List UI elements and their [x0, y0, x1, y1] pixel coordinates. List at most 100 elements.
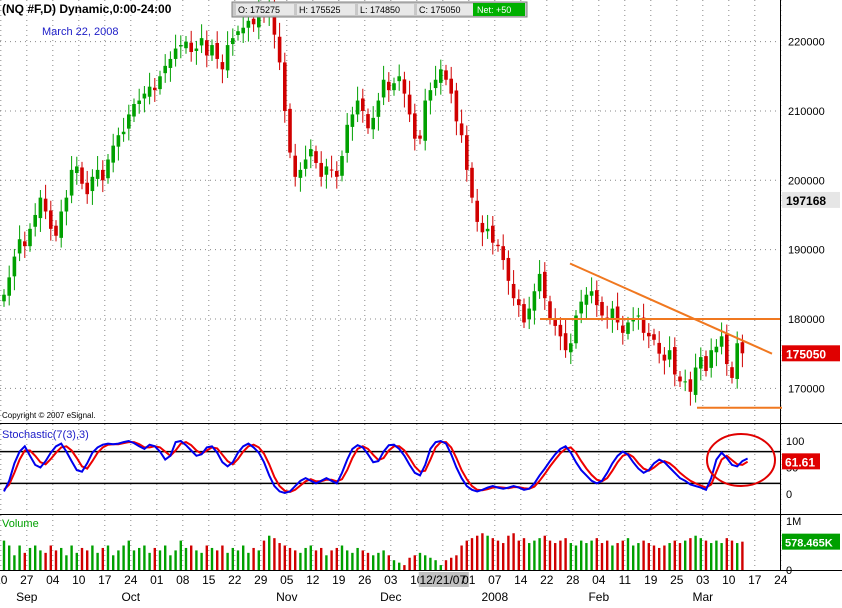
- net-value: Net: +50: [477, 5, 511, 15]
- candle-body: [548, 301, 552, 319]
- volume-bar: [372, 555, 375, 570]
- candle-body: [589, 291, 594, 296]
- volume-bar: [96, 552, 99, 570]
- volume-bar: [49, 545, 52, 570]
- x-month-label: Sep: [16, 590, 38, 603]
- candle-body: [730, 367, 734, 378]
- volume-bar: [39, 550, 42, 570]
- volume-bar: [450, 557, 453, 570]
- volume-bar: [465, 540, 468, 570]
- volume-bar: [60, 547, 63, 570]
- candle-body: [418, 135, 422, 139]
- x-tick-label: 04: [592, 573, 606, 587]
- price-tick-label: 190000: [788, 245, 825, 257]
- volume-bar: [361, 550, 364, 570]
- volume-bar: [663, 545, 666, 570]
- volume-bar: [668, 543, 671, 570]
- candle-body: [85, 182, 89, 195]
- volume-bar: [559, 540, 562, 570]
- x-axis-labels: 20 27 04 10 17 24 01 08 15 22 29 05 12 19 26 03 10 12/21/…: [0, 572, 788, 604]
- marker-badge: [782, 191, 840, 208]
- volume-bar: [491, 538, 494, 570]
- volume-bar: [470, 538, 474, 570]
- candle-body: [127, 114, 131, 129]
- candle-body: [667, 350, 672, 360]
- candle-body: [725, 334, 729, 365]
- candle-body: [657, 342, 661, 354]
- x-month-label: 2008: [481, 590, 508, 603]
- volume-bar: [725, 538, 728, 570]
- candle-body: [12, 256, 17, 277]
- candle-body: [652, 334, 656, 340]
- candle-body: [709, 350, 713, 368]
- candle-body: [49, 210, 53, 229]
- candle-body: [194, 48, 199, 51]
- volume-bar: [392, 560, 396, 570]
- x-month-label: Nov: [276, 590, 297, 603]
- low-value: L: 174850: [360, 5, 400, 15]
- x-tick-label: 04: [46, 573, 60, 587]
- candle-body: [163, 65, 167, 74]
- stoch-k-line: [3, 439, 749, 494]
- volume-bar: [200, 552, 203, 570]
- x-tick-label: 22: [228, 573, 242, 587]
- candle-body: [428, 90, 433, 101]
- volume-bar: [158, 550, 162, 570]
- volume-bar: [13, 555, 16, 570]
- candle-body: [38, 197, 43, 219]
- volume-bar: [704, 540, 708, 570]
- volume-bar: [44, 552, 47, 570]
- x-tick-label: 24: [774, 573, 788, 587]
- y-axis-labels: 170000 180000 190000 200000 210000 220000 1971…: [782, 37, 840, 577]
- candle-body: [631, 318, 635, 322]
- volume-series: [2, 533, 744, 570]
- volume-bar: [252, 547, 255, 570]
- candle-body: [595, 290, 599, 306]
- candle-body: [475, 200, 479, 222]
- symbol-title: (NQ #F,D) Dynamic,0:00-24:00: [2, 2, 172, 16]
- candle-body: [314, 151, 318, 163]
- volume-bar: [179, 540, 182, 570]
- volume-bar: [283, 545, 286, 570]
- candle-body: [241, 27, 245, 34]
- candle-body: [17, 239, 22, 254]
- highlight-ellipse: [706, 433, 776, 487]
- volume-bar: [299, 552, 302, 570]
- candle-body: [132, 104, 136, 117]
- x-tick-label: 03: [384, 573, 398, 587]
- volume-bar: [143, 545, 146, 570]
- volume-bar: [226, 552, 229, 570]
- volume-bar: [522, 538, 526, 570]
- volume-bar: [340, 545, 344, 570]
- x-month-label: Mar: [692, 590, 713, 603]
- volume-bar: [210, 547, 214, 570]
- volume-bar: [106, 545, 110, 570]
- volume-bar: [689, 538, 692, 570]
- volume-bar: [658, 547, 661, 570]
- date-label: March 22, 2008: [42, 26, 118, 38]
- candle-body: [392, 83, 396, 91]
- candle-body: [147, 86, 152, 97]
- candle-body: [173, 48, 178, 59]
- volume-bar: [528, 543, 531, 570]
- x-tick-label: 26: [358, 573, 372, 587]
- candle-body: [381, 79, 386, 98]
- candle-body: [54, 225, 58, 236]
- candle-body: [246, 20, 251, 28]
- candle-body: [662, 354, 667, 361]
- volume-bar: [65, 555, 68, 570]
- x-tick-label: 12/21/07: [419, 573, 466, 587]
- volume-bar: [205, 545, 208, 570]
- candle-body: [563, 333, 568, 351]
- candle-body: [740, 342, 745, 354]
- candle-body: [142, 93, 147, 99]
- volume-bar: [112, 555, 115, 570]
- candle-body: [517, 299, 521, 306]
- candle-body: [298, 169, 303, 178]
- volume-bar: [356, 547, 359, 570]
- volume-bar: [418, 552, 422, 570]
- volume-last-badge: [782, 533, 840, 550]
- candle-body: [465, 135, 469, 170]
- candle-body: [636, 315, 641, 317]
- volume-bar: [626, 538, 630, 570]
